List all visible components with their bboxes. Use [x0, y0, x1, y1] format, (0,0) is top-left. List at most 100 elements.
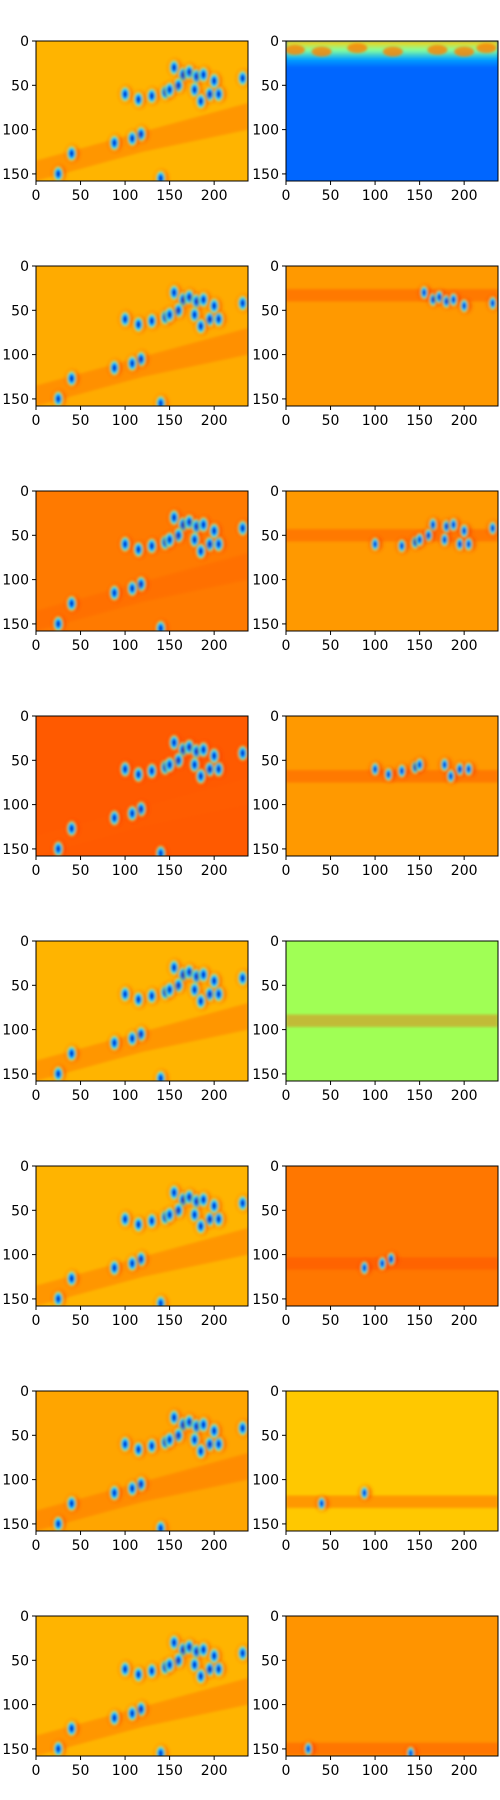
- x-tick-label: 200: [451, 413, 478, 429]
- axes-frame: [285, 40, 499, 182]
- x-tick-label: 100: [362, 1313, 389, 1329]
- panel-5-1: 0 50 100 150 200 0 50 100 150: [2, 934, 249, 1104]
- heatmap-image: [286, 491, 498, 631]
- x-tick-label: 200: [451, 188, 478, 204]
- x-tick-label: 0: [282, 1313, 291, 1329]
- axes-frame: [35, 265, 249, 407]
- axes-frame: [35, 1615, 249, 1757]
- panel-8-2: 0 50 100 150 200 0 50 100 150: [252, 1609, 499, 1779]
- axes-frame: [35, 940, 249, 1082]
- y-tick-label: 100: [2, 1473, 29, 1489]
- x-tick-label: 200: [201, 863, 228, 879]
- y-tick-label: 150: [2, 1292, 29, 1308]
- panel-6-2: 0 50 100 150 200 0 50 100 150: [252, 1159, 499, 1329]
- x-tick-label: 50: [72, 1313, 90, 1329]
- panel-1-2: 0 50 100 150 200 0 50 100 150: [252, 34, 499, 204]
- x-tick-label: 200: [201, 1313, 228, 1329]
- x-tick-label: 200: [201, 188, 228, 204]
- x-tick-label: 150: [156, 863, 183, 879]
- y-tick-label: 50: [11, 1428, 29, 1444]
- x-tick-label: 50: [322, 1088, 340, 1104]
- y-tick-label: 0: [20, 259, 29, 275]
- x-tick-label: 50: [72, 1763, 90, 1779]
- y-tick-label: 0: [270, 1609, 279, 1625]
- y-tick-label: 50: [261, 1653, 279, 1669]
- x-tick-label: 100: [112, 1538, 139, 1554]
- y-tick-label: 100: [2, 348, 29, 364]
- x-tick-label: 200: [451, 1538, 478, 1554]
- heatmap-image: [286, 1166, 498, 1306]
- axes-frame: [285, 940, 499, 1082]
- y-tick-label: 50: [11, 303, 29, 319]
- y-tick-label: 150: [252, 1067, 279, 1083]
- heatmap-image: [36, 716, 248, 856]
- y-tick-label: 150: [252, 1742, 279, 1758]
- y-tick-label: 150: [2, 1517, 29, 1533]
- panel-3-1: 0 50 100 150 200 0 50 100 150: [2, 484, 249, 654]
- panel-7-2: 0 50 100 150 200 0 50 100 150: [252, 1384, 499, 1554]
- axes-frame: [35, 715, 249, 857]
- x-tick-label: 0: [32, 1763, 41, 1779]
- y-tick-label: 0: [270, 484, 279, 500]
- axes-frame: [285, 1165, 499, 1307]
- y-tick-label: 100: [252, 798, 279, 814]
- y-tick-label: 150: [252, 167, 279, 183]
- y-tick-label: 0: [20, 1159, 29, 1175]
- x-tick-label: 200: [451, 1313, 478, 1329]
- heatmap-image: [36, 266, 248, 406]
- heatmap-image: [286, 941, 498, 1081]
- y-tick-label: 50: [11, 978, 29, 994]
- x-tick-label: 0: [32, 413, 41, 429]
- y-tick-label: 100: [2, 123, 29, 139]
- x-tick-label: 150: [406, 1538, 433, 1554]
- x-tick-label: 50: [322, 1763, 340, 1779]
- x-tick-label: 200: [451, 863, 478, 879]
- panel-6-1: 0 50 100 150 200 0 50 100 150: [2, 1159, 249, 1329]
- y-tick-label: 50: [261, 753, 279, 769]
- y-tick-label: 50: [261, 1428, 279, 1444]
- heatmap-image: [36, 491, 248, 631]
- axes-frame: [35, 1390, 249, 1532]
- x-tick-label: 200: [451, 1088, 478, 1104]
- y-tick-label: 100: [252, 1698, 279, 1714]
- y-tick-label: 0: [270, 934, 279, 950]
- x-tick-label: 100: [362, 1763, 389, 1779]
- x-tick-label: 0: [282, 413, 291, 429]
- x-tick-label: 100: [362, 1088, 389, 1104]
- y-tick-label: 50: [11, 753, 29, 769]
- y-tick-label: 50: [11, 78, 29, 94]
- y-tick-label: 100: [252, 1023, 279, 1039]
- x-tick-label: 50: [322, 638, 340, 654]
- x-tick-label: 0: [32, 188, 41, 204]
- heatmap-image: [286, 266, 498, 406]
- x-tick-label: 200: [201, 1763, 228, 1779]
- panel-7-1: 0 50 100 150 200 0 50 100 150: [2, 1384, 249, 1554]
- y-tick-label: 0: [270, 709, 279, 725]
- y-tick-label: 150: [2, 1742, 29, 1758]
- x-tick-label: 0: [282, 1088, 291, 1104]
- x-tick-label: 150: [406, 413, 433, 429]
- x-tick-label: 50: [72, 413, 90, 429]
- y-tick-label: 0: [20, 34, 29, 50]
- x-tick-label: 150: [156, 1538, 183, 1554]
- y-tick-label: 100: [2, 1698, 29, 1714]
- x-tick-label: 50: [72, 1538, 90, 1554]
- y-tick-label: 0: [270, 34, 279, 50]
- x-tick-label: 0: [32, 1313, 41, 1329]
- x-tick-label: 100: [112, 1313, 139, 1329]
- x-tick-label: 0: [282, 863, 291, 879]
- y-tick-label: 0: [20, 709, 29, 725]
- heatmap-image: [36, 1166, 248, 1306]
- x-tick-label: 50: [72, 638, 90, 654]
- x-tick-label: 200: [201, 638, 228, 654]
- y-tick-label: 0: [270, 259, 279, 275]
- x-tick-label: 200: [201, 1088, 228, 1104]
- x-tick-label: 150: [156, 1313, 183, 1329]
- panel-5-2: 0 50 100 150 200 0 50 100 150: [252, 934, 499, 1104]
- y-tick-label: 50: [261, 303, 279, 319]
- x-tick-label: 150: [156, 1763, 183, 1779]
- x-tick-label: 150: [406, 638, 433, 654]
- y-tick-label: 50: [261, 1203, 279, 1219]
- x-tick-label: 0: [282, 1763, 291, 1779]
